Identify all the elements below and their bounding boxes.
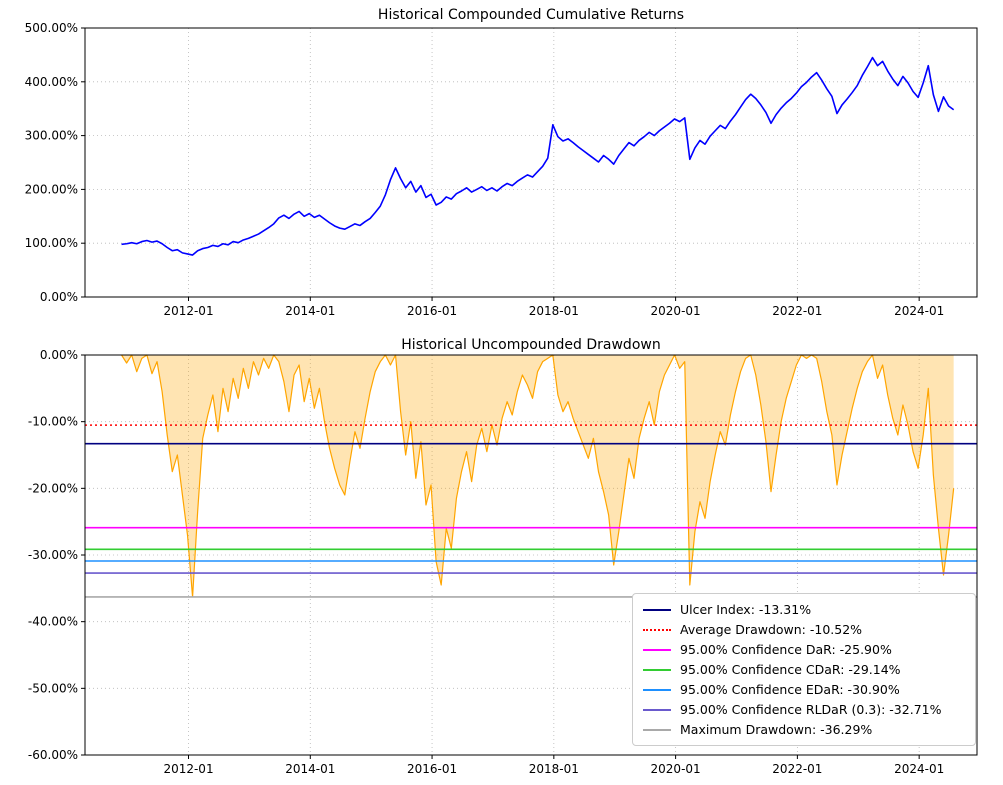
legend-item-ulcer-index: Ulcer Index: -13.31% <box>643 602 965 617</box>
svg-text:100.00%: 100.00% <box>25 236 78 250</box>
svg-text:400.00%: 400.00% <box>25 75 78 89</box>
svg-text:2016-01: 2016-01 <box>407 304 457 318</box>
legend-line-swatch-rldar <box>643 708 671 711</box>
svg-text:2022-01: 2022-01 <box>772 762 822 776</box>
legend-item-cdar: 95.00% Confidence CDaR: -29.14% <box>643 662 965 677</box>
legend-line-swatch-ulcer <box>643 608 671 611</box>
svg-text:2024-01: 2024-01 <box>894 304 944 318</box>
svg-text:2014-01: 2014-01 <box>285 762 335 776</box>
legend-item-average-drawdown: Average Drawdown: -10.52% <box>643 622 965 637</box>
svg-text:200.00%: 200.00% <box>25 182 78 196</box>
svg-text:2024-01: 2024-01 <box>894 762 944 776</box>
svg-text:-30.00%: -30.00% <box>28 548 78 562</box>
legend-item-dar: 95.00% Confidence DaR: -25.90% <box>643 642 965 657</box>
legend-label-rldar: 95.00% Confidence RLDaR (0.3): -32.71% <box>680 702 942 717</box>
legend-line-swatch-dar <box>643 648 671 651</box>
legend-label-edar: 95.00% Confidence EDaR: -30.90% <box>680 682 900 697</box>
legend-label-maximum-drawdown: Maximum Drawdown: -36.29% <box>680 722 873 737</box>
svg-text:300.00%: 300.00% <box>25 129 78 143</box>
svg-text:0.00%: 0.00% <box>40 348 78 362</box>
legend-item-rldar: 95.00% Confidence RLDaR (0.3): -32.71% <box>643 702 965 717</box>
svg-text:-50.00%: -50.00% <box>28 681 78 695</box>
legend-label-dar: 95.00% Confidence DaR: -25.90% <box>680 642 892 657</box>
svg-text:-10.00%: -10.00% <box>28 415 78 429</box>
legend-label-cdar: 95.00% Confidence CDaR: -29.14% <box>680 662 901 677</box>
legend-line-swatch-average-drawdown <box>643 628 671 631</box>
svg-text:0.00%: 0.00% <box>40 290 78 304</box>
legend-label-ulcer-index: Ulcer Index: -13.31% <box>680 602 812 617</box>
svg-text:2012-01: 2012-01 <box>163 762 213 776</box>
drawdown-legend: Ulcer Index: -13.31% Average Drawdown: -… <box>632 593 976 746</box>
legend-line-swatch-maximum-drawdown <box>643 728 671 731</box>
svg-text:2012-01: 2012-01 <box>163 304 213 318</box>
svg-text:2022-01: 2022-01 <box>772 304 822 318</box>
legend-label-average-drawdown: Average Drawdown: -10.52% <box>680 622 863 637</box>
legend-item-edar: 95.00% Confidence EDaR: -30.90% <box>643 682 965 697</box>
bottom-chart-title: Historical Uncompounded Drawdown <box>401 337 661 353</box>
svg-text:500.00%: 500.00% <box>25 21 78 35</box>
cumulative-returns-chart: 2012-01 2014-01 2016-01 2018-01 2020-01 2022-… <box>25 21 978 318</box>
legend-item-maximum-drawdown: Maximum Drawdown: -36.29% <box>643 722 965 737</box>
drawdown-chart: 2012-01 2014-01 2016-01 2018-01 2020-01 2022-… <box>28 348 978 776</box>
legend-line-swatch-cdar <box>643 668 671 671</box>
svg-text:2014-01: 2014-01 <box>285 304 335 318</box>
legend-line-swatch-edar <box>643 688 671 691</box>
svg-text:-20.00%: -20.00% <box>28 481 78 495</box>
svg-text:2020-01: 2020-01 <box>651 762 701 776</box>
svg-text:2018-01: 2018-01 <box>529 304 579 318</box>
svg-text:-60.00%: -60.00% <box>28 748 78 762</box>
top-chart-title: Historical Compounded Cumulative Returns <box>377 7 685 23</box>
svg-text:2020-01: 2020-01 <box>651 304 701 318</box>
svg-text:2018-01: 2018-01 <box>529 762 579 776</box>
svg-text:2016-01: 2016-01 <box>407 762 457 776</box>
svg-text:-40.00%: -40.00% <box>28 615 78 629</box>
